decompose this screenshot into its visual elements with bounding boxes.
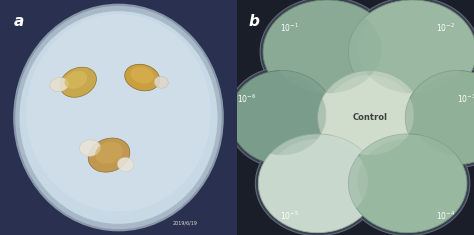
Ellipse shape [227, 68, 337, 167]
Ellipse shape [402, 68, 474, 167]
Ellipse shape [95, 142, 123, 164]
Text: 2019/6/19: 2019/6/19 [173, 221, 197, 226]
Ellipse shape [255, 131, 380, 235]
Ellipse shape [358, 5, 467, 93]
Text: 10$^{-6}$: 10$^{-6}$ [237, 93, 256, 105]
Text: b: b [249, 14, 260, 29]
Ellipse shape [267, 139, 368, 223]
Text: 10$^{-1}$: 10$^{-1}$ [280, 22, 299, 34]
Ellipse shape [318, 70, 422, 164]
Ellipse shape [118, 157, 134, 172]
Ellipse shape [346, 131, 470, 235]
Text: Control: Control [352, 113, 387, 122]
Ellipse shape [273, 5, 382, 93]
Ellipse shape [325, 75, 414, 155]
Ellipse shape [14, 5, 223, 230]
Ellipse shape [130, 67, 154, 84]
Ellipse shape [258, 134, 377, 233]
Ellipse shape [50, 78, 69, 92]
Ellipse shape [154, 76, 168, 88]
Text: 10$^{-3}$: 10$^{-3}$ [457, 93, 474, 105]
Ellipse shape [125, 64, 160, 91]
Text: a: a [14, 14, 25, 29]
Ellipse shape [26, 14, 211, 212]
Ellipse shape [19, 11, 218, 224]
Text: 10$^{-5}$: 10$^{-5}$ [280, 210, 299, 222]
Ellipse shape [346, 0, 474, 106]
Ellipse shape [357, 139, 458, 223]
Ellipse shape [263, 0, 391, 103]
Text: 10$^{-4}$: 10$^{-4}$ [436, 210, 455, 222]
Ellipse shape [88, 138, 130, 172]
Ellipse shape [64, 71, 87, 89]
Ellipse shape [237, 75, 326, 155]
Text: 10$^{-2}$: 10$^{-2}$ [436, 22, 455, 34]
Ellipse shape [260, 0, 394, 106]
Ellipse shape [348, 0, 474, 103]
Ellipse shape [348, 134, 467, 233]
FancyBboxPatch shape [237, 0, 474, 235]
FancyBboxPatch shape [0, 0, 237, 235]
Ellipse shape [405, 70, 474, 164]
Ellipse shape [230, 70, 334, 164]
Ellipse shape [80, 140, 100, 156]
Ellipse shape [315, 68, 425, 167]
Ellipse shape [413, 75, 474, 155]
Ellipse shape [60, 67, 96, 97]
